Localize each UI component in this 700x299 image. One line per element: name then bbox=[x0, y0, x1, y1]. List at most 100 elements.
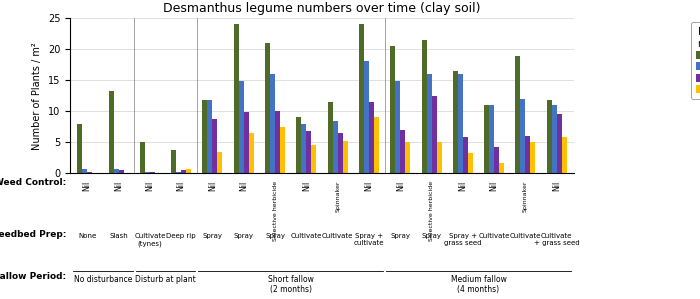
Text: Nil: Nil bbox=[552, 181, 561, 191]
Text: Nil: Nil bbox=[458, 181, 468, 191]
Bar bbox=[332, 120, 337, 173]
Text: Spray +
grass seed: Spray + grass seed bbox=[444, 233, 482, 246]
Text: Selective herbicide: Selective herbicide bbox=[429, 181, 434, 241]
Text: Fallow Period:: Fallow Period: bbox=[0, 272, 66, 281]
Bar bbox=[400, 130, 405, 173]
Text: Nil: Nil bbox=[176, 181, 186, 191]
Text: Spray: Spray bbox=[421, 233, 442, 239]
Bar bbox=[468, 153, 473, 173]
Bar bbox=[234, 24, 239, 173]
Bar bbox=[171, 150, 176, 173]
Text: Seedbed Prep:: Seedbed Prep: bbox=[0, 230, 66, 239]
Bar bbox=[421, 40, 426, 173]
Bar bbox=[248, 133, 254, 173]
Bar bbox=[150, 172, 155, 173]
Text: Nil: Nil bbox=[395, 181, 405, 191]
Bar bbox=[145, 172, 150, 173]
Text: Spray: Spray bbox=[265, 233, 285, 239]
Bar bbox=[176, 172, 181, 173]
Text: Short fallow
(2 months): Short fallow (2 months) bbox=[268, 275, 314, 295]
Text: Nil: Nil bbox=[208, 181, 217, 191]
Bar bbox=[531, 142, 536, 173]
Bar bbox=[312, 145, 316, 173]
Bar bbox=[364, 62, 369, 173]
Text: Cultivate: Cultivate bbox=[322, 233, 354, 239]
Bar bbox=[432, 96, 437, 173]
Bar bbox=[244, 112, 248, 173]
Bar bbox=[212, 119, 218, 173]
Bar bbox=[463, 137, 468, 173]
Text: Cultivate: Cultivate bbox=[510, 233, 541, 239]
Text: Nil: Nil bbox=[302, 181, 311, 191]
Bar bbox=[426, 74, 432, 173]
Bar bbox=[526, 136, 531, 173]
Bar bbox=[181, 170, 186, 173]
Text: Cultivate
+ grass seed: Cultivate + grass seed bbox=[534, 233, 580, 246]
Bar bbox=[405, 142, 410, 173]
Bar bbox=[296, 118, 301, 173]
Text: None: None bbox=[78, 233, 97, 239]
Bar bbox=[343, 141, 348, 173]
Text: Cultivate: Cultivate bbox=[290, 233, 322, 239]
Bar bbox=[265, 43, 270, 173]
Bar bbox=[499, 163, 504, 173]
Text: Spray: Spray bbox=[234, 233, 253, 239]
Bar bbox=[547, 100, 552, 173]
Bar bbox=[369, 102, 374, 173]
Bar bbox=[489, 105, 494, 173]
Bar bbox=[337, 133, 343, 173]
Bar bbox=[218, 152, 223, 173]
Text: Spinnaker: Spinnaker bbox=[523, 181, 528, 212]
Bar bbox=[186, 169, 191, 173]
Bar bbox=[113, 169, 118, 173]
Text: Spray: Spray bbox=[202, 233, 223, 239]
Text: Cultivate: Cultivate bbox=[479, 233, 510, 239]
Bar bbox=[521, 99, 526, 173]
Text: Disturb at plant: Disturb at plant bbox=[135, 275, 196, 284]
Bar bbox=[359, 24, 364, 173]
Bar bbox=[239, 81, 244, 173]
Bar bbox=[395, 81, 400, 173]
Text: Nil: Nil bbox=[490, 181, 498, 191]
Bar bbox=[453, 71, 458, 173]
Bar bbox=[140, 142, 145, 173]
Text: Nil: Nil bbox=[365, 181, 374, 191]
Bar bbox=[494, 147, 499, 173]
Bar bbox=[437, 142, 442, 173]
Text: Medium fallow
(4 months): Medium fallow (4 months) bbox=[451, 275, 507, 295]
Bar bbox=[280, 127, 285, 173]
Text: Nil: Nil bbox=[146, 181, 154, 191]
Text: Slash: Slash bbox=[109, 233, 128, 239]
Text: No disturbance: No disturbance bbox=[74, 275, 132, 284]
Title: Desmanthus legume numbers over time (clay soil): Desmanthus legume numbers over time (cla… bbox=[163, 2, 481, 15]
Bar bbox=[484, 105, 489, 173]
Bar bbox=[82, 169, 88, 173]
Bar bbox=[207, 100, 212, 173]
Bar bbox=[307, 131, 312, 173]
Y-axis label: Number of Plants / m²: Number of Plants / m² bbox=[32, 42, 42, 150]
Bar bbox=[202, 100, 207, 173]
Bar bbox=[374, 118, 379, 173]
Text: Nil: Nil bbox=[239, 181, 248, 191]
Bar bbox=[556, 114, 562, 173]
Legend: 5 Weeks, 9 Weeks, 9 Months, 15 Months: 5 Weeks, 9 Weeks, 9 Months, 15 Months bbox=[691, 22, 700, 99]
Text: Deep rip: Deep rip bbox=[167, 233, 196, 239]
Bar bbox=[515, 57, 521, 173]
Text: Cultivate
(tynes): Cultivate (tynes) bbox=[134, 233, 165, 247]
Text: Selective herbicide: Selective herbicide bbox=[272, 181, 277, 241]
Text: Spinnaker: Spinnaker bbox=[335, 181, 340, 212]
Bar bbox=[270, 74, 275, 173]
Bar bbox=[562, 137, 567, 173]
Bar bbox=[108, 91, 113, 173]
Text: Spray: Spray bbox=[391, 233, 410, 239]
Bar bbox=[458, 74, 463, 173]
Bar bbox=[552, 105, 556, 173]
Text: Weed Control:: Weed Control: bbox=[0, 178, 66, 187]
Bar bbox=[390, 46, 395, 173]
Bar bbox=[275, 111, 280, 173]
Bar bbox=[77, 124, 82, 173]
Bar bbox=[301, 124, 307, 173]
Bar bbox=[118, 170, 123, 173]
Text: Spray +
cultivate: Spray + cultivate bbox=[354, 233, 384, 246]
Text: Nil: Nil bbox=[114, 181, 123, 191]
